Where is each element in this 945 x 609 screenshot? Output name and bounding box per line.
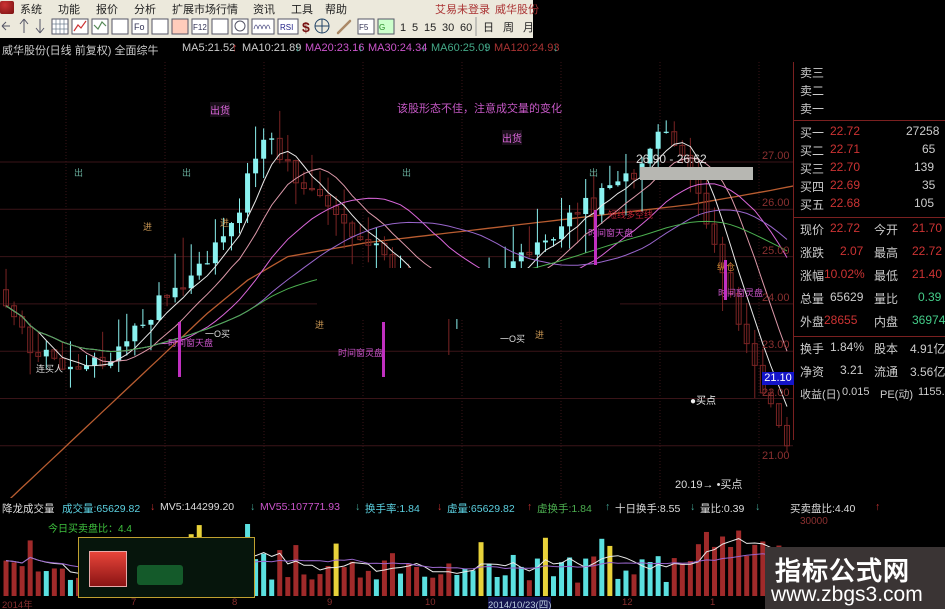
- svg-text:RSI: RSI: [280, 23, 293, 32]
- svg-text:F5: F5: [359, 23, 369, 32]
- svg-text:60: 60: [460, 22, 472, 34]
- svg-text:G: G: [379, 23, 385, 32]
- svg-text:F12: F12: [193, 23, 207, 32]
- svg-text:$: $: [302, 19, 310, 35]
- svg-text:1: 1: [400, 22, 406, 34]
- svg-text:15: 15: [424, 22, 436, 34]
- svg-text:月: 月: [523, 22, 533, 34]
- svg-text:Fo: Fo: [134, 22, 145, 32]
- svg-text:日: 日: [483, 22, 494, 34]
- svg-text:5: 5: [412, 22, 418, 34]
- svg-text:周: 周: [503, 21, 514, 34]
- svg-text:30: 30: [442, 22, 454, 34]
